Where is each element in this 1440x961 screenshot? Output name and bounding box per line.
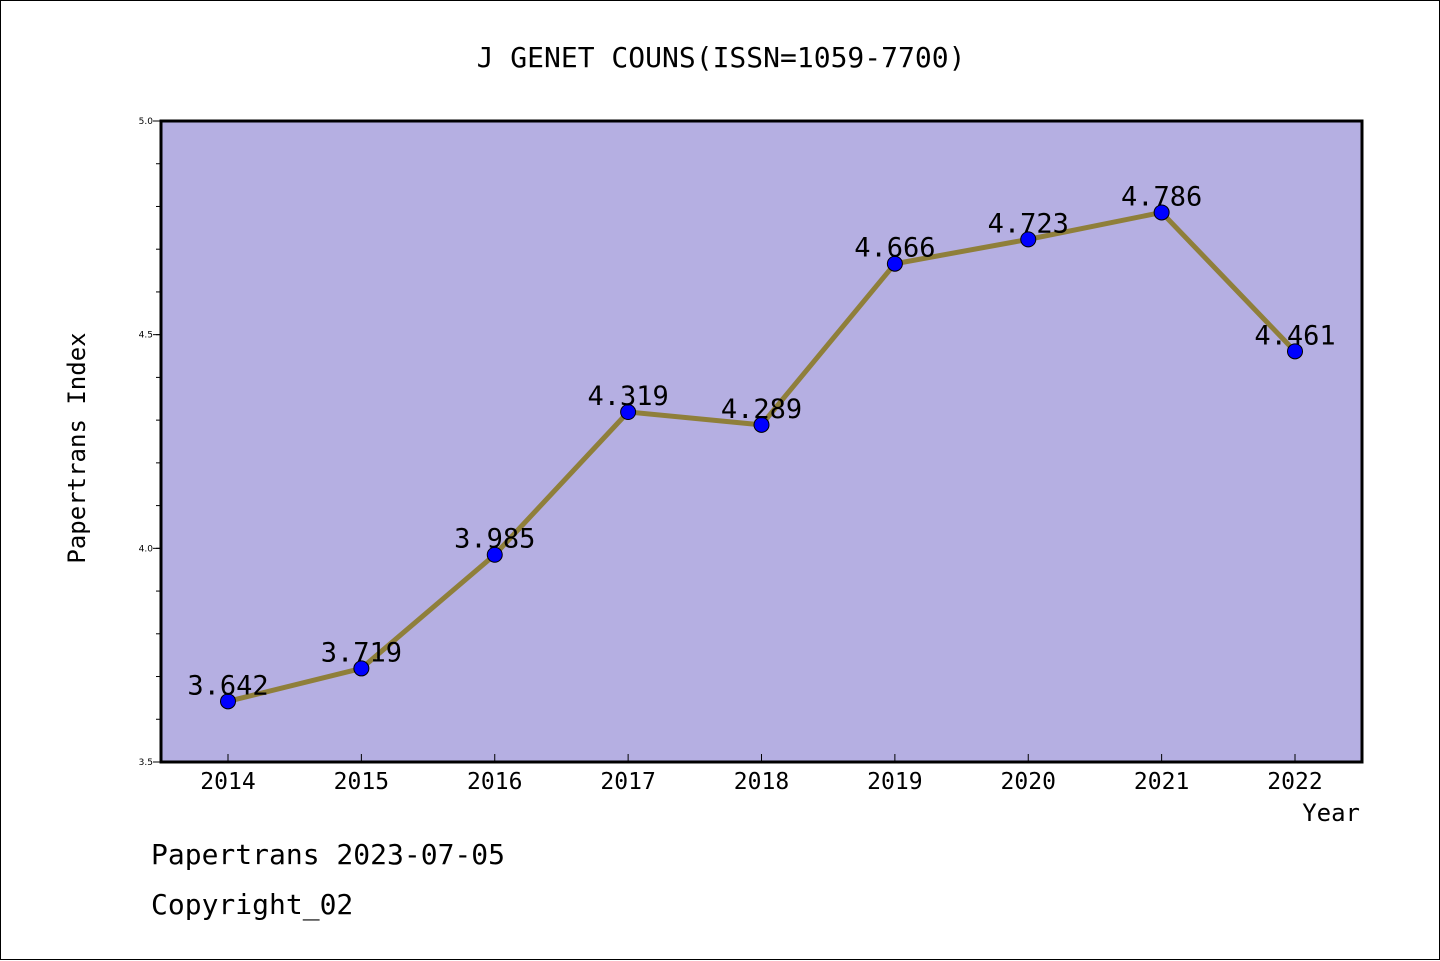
data-point-marker bbox=[753, 416, 770, 433]
x-tick-label: 2015 bbox=[334, 769, 389, 795]
chart-title: J GENET COUNS(ISSN=1059-7700) bbox=[477, 41, 966, 74]
x-axis-title: Year bbox=[1302, 799, 1360, 827]
footer-date: Papertrans 2023-07-05 bbox=[151, 838, 505, 871]
x-axis-ticks: 2014 2015 2016 2017 2018 2019 2020 2021 2022 bbox=[200, 754, 1323, 795]
data-label: 4.666 bbox=[854, 233, 935, 264]
x-tick-label: 2020 bbox=[1001, 769, 1056, 795]
y-axis-ticks: 3.5 4.0 4.5 5.0 bbox=[139, 117, 161, 768]
x-tick-label: 2019 bbox=[867, 769, 922, 795]
x-tick-label: 2021 bbox=[1134, 769, 1189, 795]
data-point-marker bbox=[220, 693, 236, 710]
y-tick-label: 3.5 bbox=[139, 758, 153, 768]
data-point-marker bbox=[486, 546, 503, 563]
data-point-marker bbox=[1287, 343, 1303, 360]
x-tick-label: 2017 bbox=[600, 769, 655, 795]
data-point-marker bbox=[620, 404, 637, 421]
data-label: 3.719 bbox=[321, 637, 402, 668]
data-label: 4.786 bbox=[1121, 181, 1202, 212]
y-axis-title: Papertrans Index bbox=[63, 332, 91, 563]
y-tick-label: 5.0 bbox=[139, 117, 154, 127]
data-point-marker bbox=[1153, 204, 1170, 221]
y-tick-label: 4.0 bbox=[139, 544, 154, 554]
y-tick-label: 4.5 bbox=[139, 331, 153, 341]
x-tick-label: 2022 bbox=[1267, 769, 1322, 795]
x-tick-label: 2014 bbox=[200, 769, 255, 795]
data-label: 4.319 bbox=[587, 381, 668, 412]
data-point-marker bbox=[886, 255, 903, 272]
data-label: 4.461 bbox=[1254, 320, 1335, 351]
series-group bbox=[220, 204, 1303, 710]
plot-area bbox=[159, 119, 1364, 764]
data-label: 4.723 bbox=[988, 208, 1069, 239]
data-point-marker bbox=[353, 660, 370, 677]
x-tick-label: 2018 bbox=[734, 769, 789, 795]
footer-copyright: Copyright_02 bbox=[151, 888, 353, 922]
data-label: 3.642 bbox=[187, 670, 268, 701]
data-labels-group: 3.642 3.719 3.985 4.319 4.289 4.666 4.723 4.786… bbox=[187, 181, 1335, 701]
x-tick-label: 2016 bbox=[467, 769, 522, 795]
data-label: 3.985 bbox=[454, 524, 535, 555]
data-label: 4.289 bbox=[721, 394, 802, 425]
data-point-marker bbox=[1020, 231, 1037, 248]
